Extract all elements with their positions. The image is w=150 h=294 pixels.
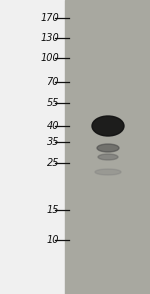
Text: 35: 35 xyxy=(46,137,59,147)
Text: 15: 15 xyxy=(46,205,59,215)
Text: 170: 170 xyxy=(40,13,59,23)
Text: 40: 40 xyxy=(46,121,59,131)
Text: 100: 100 xyxy=(40,53,59,63)
Ellipse shape xyxy=(98,154,118,160)
Text: 130: 130 xyxy=(40,33,59,43)
Bar xyxy=(0,0,65,294)
Text: 25: 25 xyxy=(46,158,59,168)
Ellipse shape xyxy=(97,144,119,152)
Bar xyxy=(65,0,150,294)
Text: 10: 10 xyxy=(46,235,59,245)
Text: 55: 55 xyxy=(46,98,59,108)
Ellipse shape xyxy=(95,169,121,175)
Ellipse shape xyxy=(92,116,124,136)
Text: 70: 70 xyxy=(46,77,59,87)
